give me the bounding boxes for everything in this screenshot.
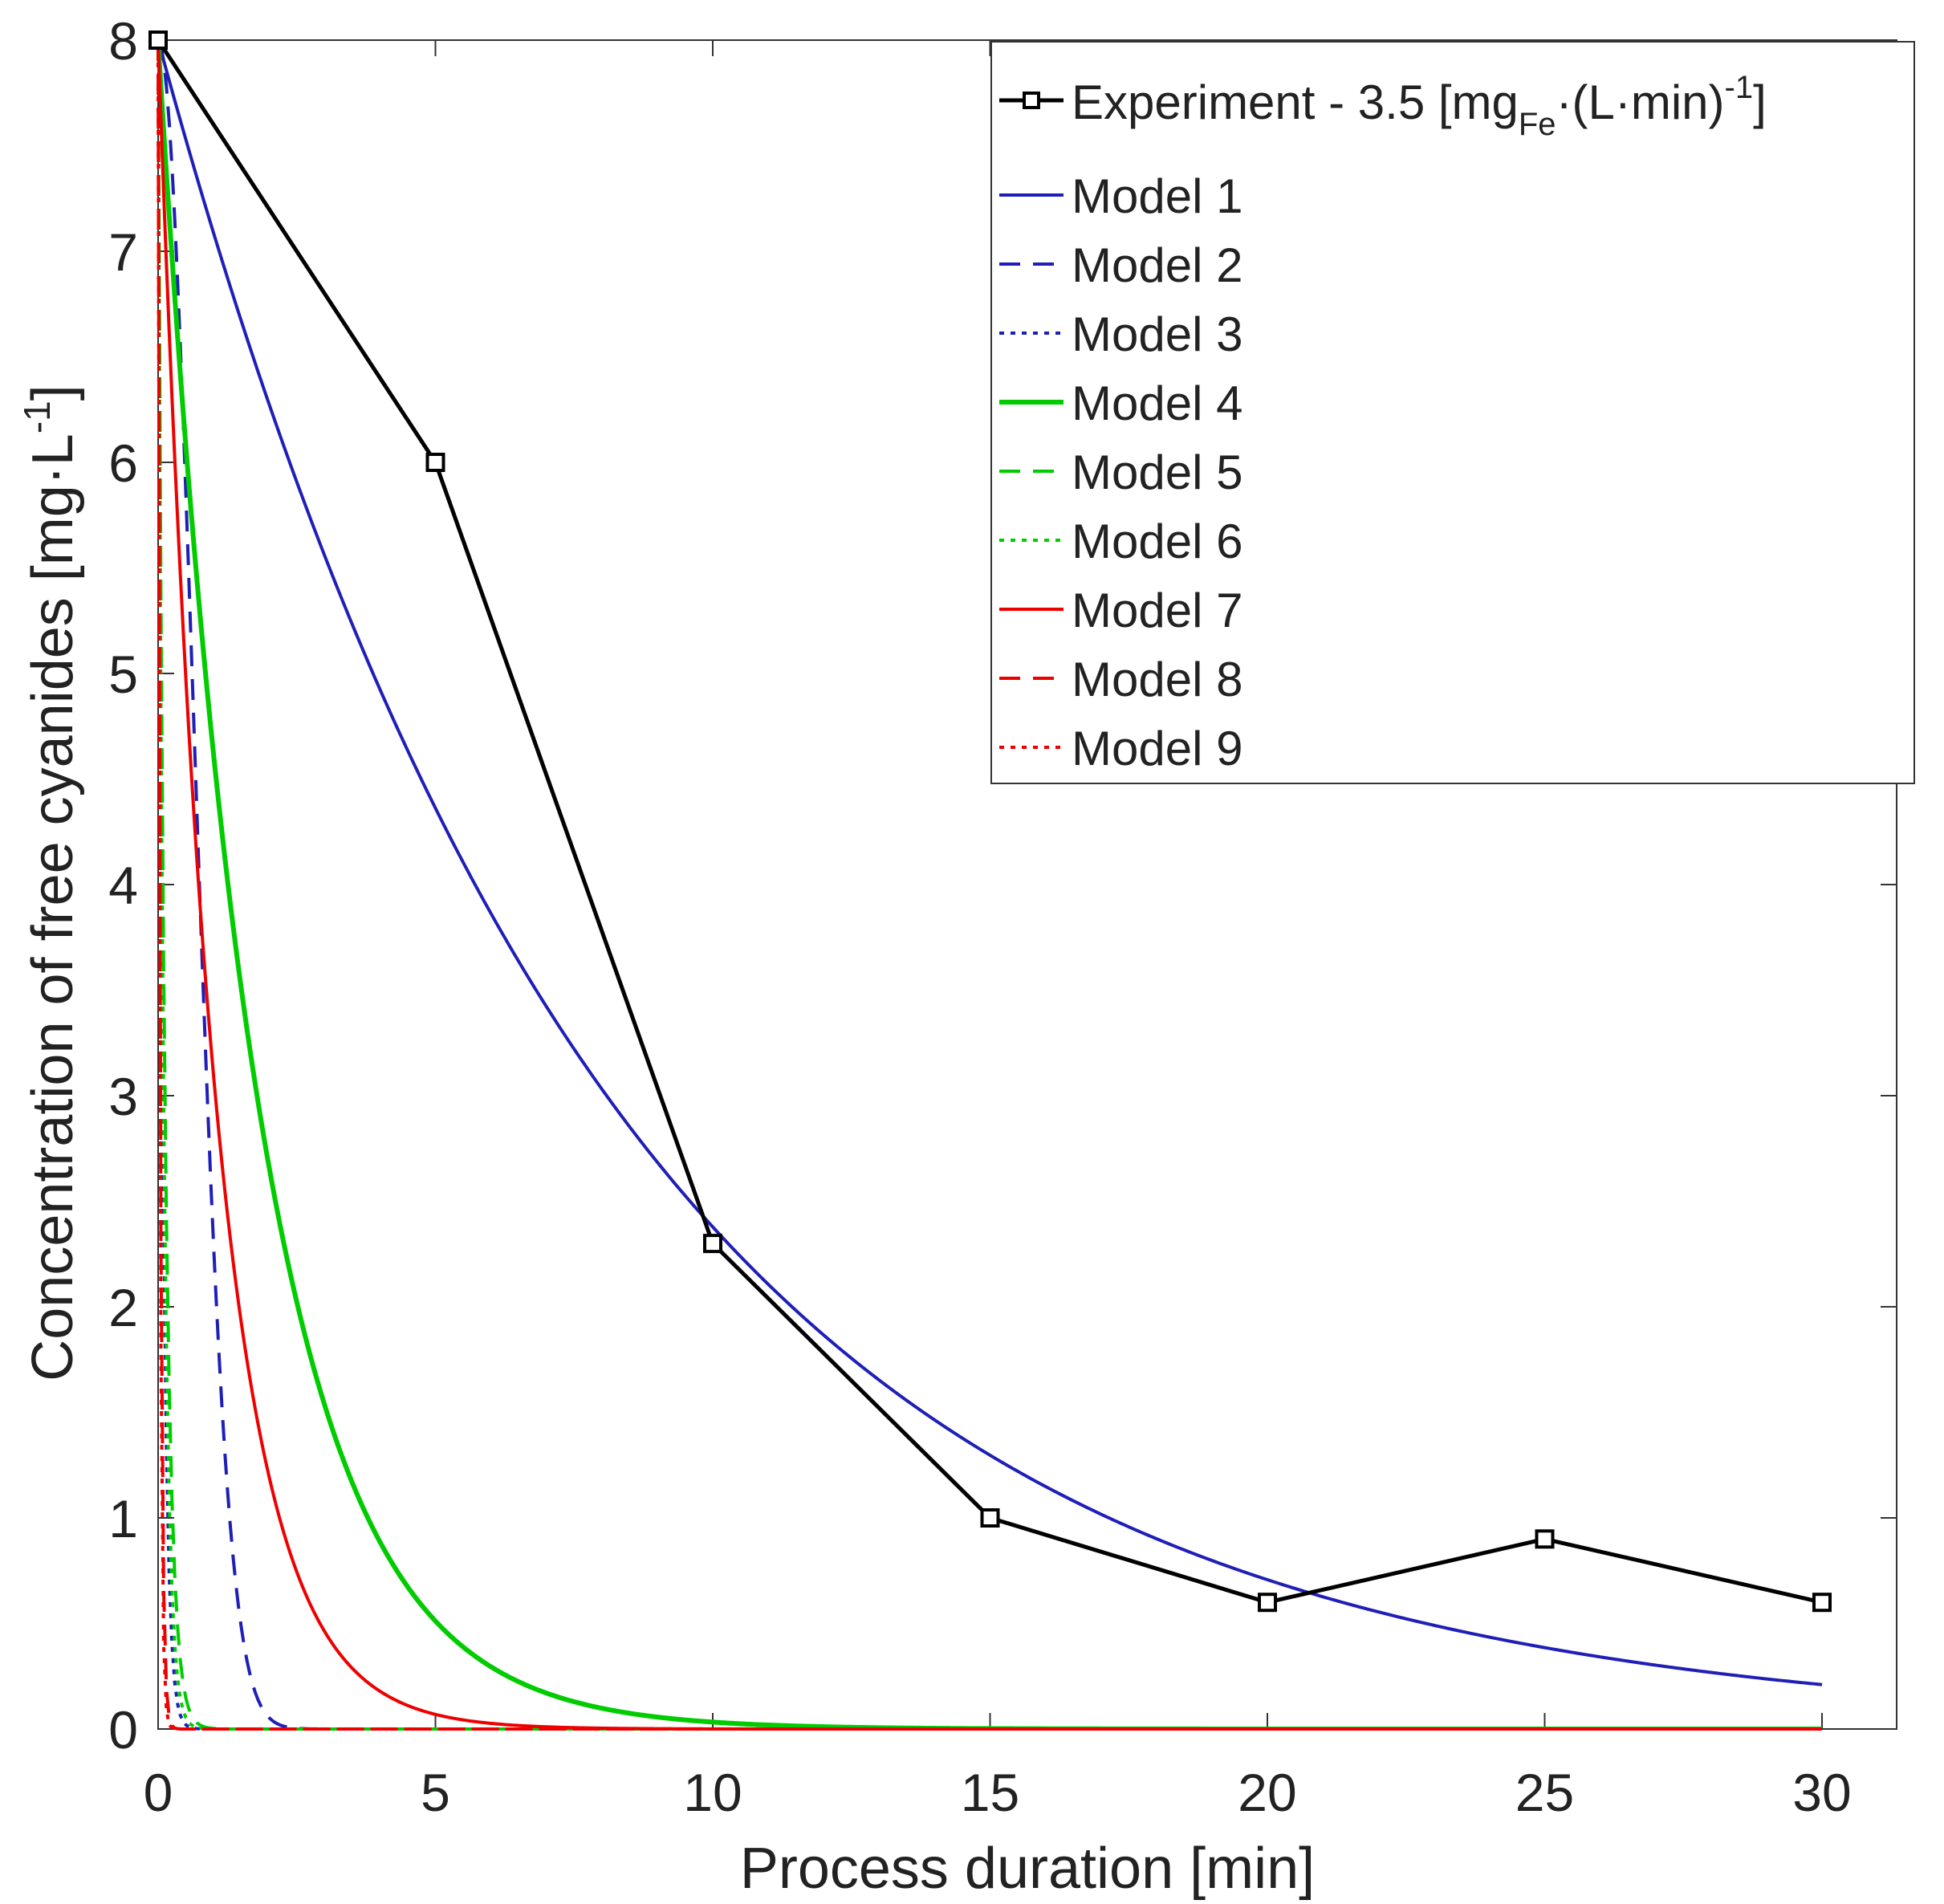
legend-label-model-3: Model 3 [1072,307,1242,361]
y-axis-label-main: Concentration of free cyanides [mg·L [21,433,85,1381]
legend-label-experiment: Experiment - 3.5 [mgFe·(L·min)-1] [1072,70,1767,142]
x-tick-label: 20 [1238,1763,1296,1822]
y-axis-label: Concentration of free cyanides [mg·L-1] [16,384,85,1381]
legend-label-model-1: Model 1 [1072,169,1242,223]
series-line-model-9 [157,39,1822,1731]
x-tick-labels: 0 5 10 15 20 25 30 [144,1763,1852,1822]
experiment-point [980,1508,1000,1528]
experiment-point [1258,1593,1277,1613]
experiment-point [703,1234,722,1254]
series-group [157,39,1823,1731]
legend-label-model-5: Model 5 [1072,445,1242,499]
y-tick-label: 1 [108,1489,138,1548]
legend-label-model-9: Model 9 [1072,722,1242,775]
y-axis-label-group: Concentration of free cyanides [mg·L-1] [16,384,85,1381]
y-tick-label: 4 [108,856,138,915]
y-tick-label: 2 [108,1278,138,1337]
x-tick-label: 5 [421,1763,450,1822]
legend-label-model-4: Model 4 [1072,376,1242,430]
legend-marker-experiment [1023,92,1040,109]
y-tick-label: 5 [108,645,138,704]
legend-label-model-7: Model 7 [1072,584,1242,637]
y-tick-labels: 0 1 2 3 4 5 6 7 8 [108,11,138,1760]
experiment-point [1812,1593,1832,1613]
experiment-point [1535,1529,1555,1549]
y-tick-label: 0 [108,1700,138,1760]
y-tick-label: 7 [108,222,138,282]
y-tick-label: 6 [108,433,138,493]
x-tick-label: 30 [1792,1763,1851,1822]
x-tick-label: 25 [1515,1763,1574,1822]
x-tick-label: 10 [683,1763,742,1822]
x-tick-label: 0 [144,1763,173,1822]
y-tick-label: 8 [108,11,138,71]
y-axis-label-close: ] [21,384,85,401]
x-axis-label: Process duration [min] [740,1837,1315,1901]
series-line-model-1 [157,39,1823,1686]
experiment-point [425,453,445,472]
legend-label-model-8: Model 8 [1072,653,1242,706]
experiment-markers [148,31,1832,1613]
y-tick-label: 3 [108,1067,138,1126]
legend-box [990,41,1915,784]
legend: Experiment - 3.5 [mgFe·(L·min)-1] Model … [990,41,1915,784]
y-axis-label-sup: -1 [16,401,58,433]
legend-models: Model 1 Model 2 Model 3 Model 4 Model 5 Model… [999,169,1242,775]
legend-label-model-2: Model 2 [1072,238,1242,292]
x-tick-label: 15 [961,1763,1019,1822]
legend-label-model-6: Model 6 [1072,515,1242,568]
experiment-point [148,31,168,50]
